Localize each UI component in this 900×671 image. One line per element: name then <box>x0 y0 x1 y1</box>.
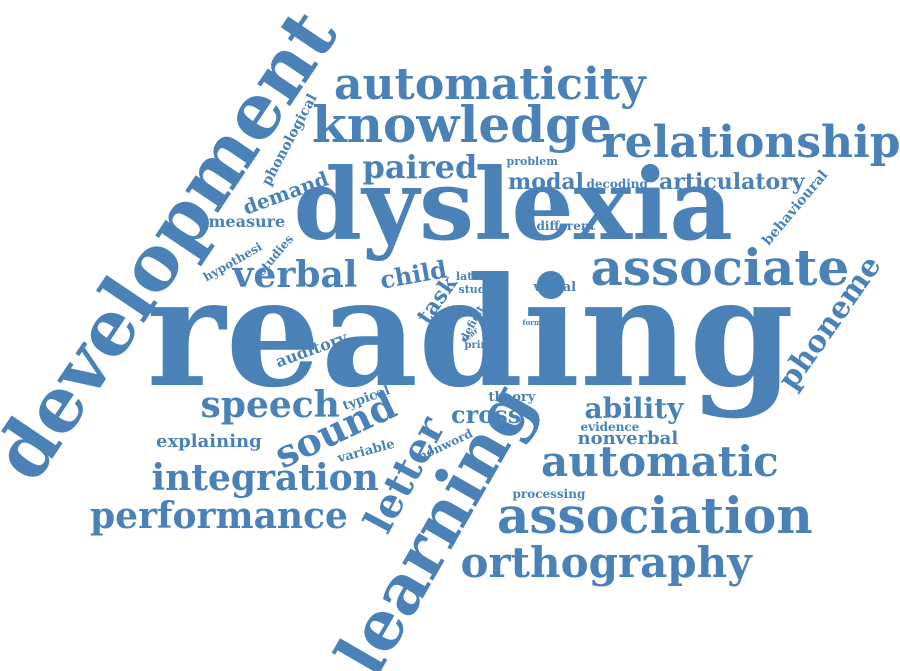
word-automaticity: automaticity <box>334 59 646 110</box>
word-theory: theory <box>488 389 536 405</box>
word-integration: integration <box>151 457 379 499</box>
word-paired: paired <box>362 148 478 186</box>
word-orthography: orthography <box>460 538 752 587</box>
word-ability: ability <box>584 392 684 425</box>
word-automatic: automatic <box>541 437 779 486</box>
word-explaining: explaining <box>156 431 262 452</box>
word-association: association <box>497 486 813 545</box>
word-latent: latent <box>456 269 493 283</box>
word-form: form <box>522 317 542 327</box>
word-processing: processing <box>512 487 586 501</box>
word-problem: problem <box>506 154 558 168</box>
word-reading: reading <box>146 245 794 421</box>
word-measure: measure <box>208 212 286 231</box>
word-associate: associate <box>590 238 850 297</box>
word-decoding: decoding <box>586 177 648 191</box>
word-articulatory: articulatory <box>659 169 805 195</box>
word-visual: visual <box>533 279 577 295</box>
word-prime: prime <box>464 340 498 351</box>
word-speech: speech <box>200 384 340 426</box>
word-verbal: verbal <box>232 254 358 296</box>
word-dyslexia: dyslexia <box>293 148 733 263</box>
word-cross: cross <box>451 400 522 429</box>
word-modal: modal <box>508 169 584 195</box>
word-nonverbal: nonverbal <box>577 428 679 449</box>
word-evidence: evidence <box>580 420 640 434</box>
word-relationship: relationship <box>601 117 900 168</box>
word-study: study <box>458 282 492 296</box>
word-knowledge: knowledge <box>312 95 612 154</box>
word-different: different <box>536 219 596 233</box>
word-performance: performance <box>90 495 348 537</box>
